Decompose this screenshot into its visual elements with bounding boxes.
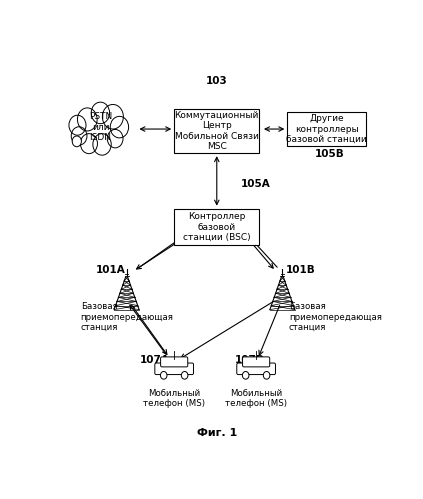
Text: Фиг. 1: Фиг. 1 xyxy=(197,428,237,438)
Circle shape xyxy=(69,115,86,135)
Circle shape xyxy=(107,129,123,148)
FancyBboxPatch shape xyxy=(155,363,193,375)
FancyBboxPatch shape xyxy=(174,209,259,246)
Text: Коммутационный
Центр
Мобильной Связи
MSC: Коммутационный Центр Мобильной Связи MSC xyxy=(175,111,259,151)
FancyBboxPatch shape xyxy=(174,109,259,153)
FancyBboxPatch shape xyxy=(287,112,366,146)
Text: 105B: 105B xyxy=(315,149,345,159)
Circle shape xyxy=(102,104,124,129)
Circle shape xyxy=(91,102,110,124)
Text: Базовая
приемопередающая
станция: Базовая приемопередающая станция xyxy=(289,302,382,332)
Circle shape xyxy=(110,116,129,138)
Text: 105A: 105A xyxy=(241,179,271,189)
Text: PSTN
или
ISDN: PSTN или ISDN xyxy=(89,112,112,142)
Text: 103: 103 xyxy=(206,76,228,86)
Circle shape xyxy=(160,371,167,379)
Text: Другие
контроллеры
базовой станции: Другие контроллеры базовой станции xyxy=(286,114,367,144)
Text: 101A: 101A xyxy=(95,265,125,275)
Text: 107A: 107A xyxy=(140,355,170,365)
Circle shape xyxy=(77,108,97,131)
FancyBboxPatch shape xyxy=(161,357,188,367)
Circle shape xyxy=(263,371,270,379)
Text: Контроллер
базовой
станции (BSC): Контроллер базовой станции (BSC) xyxy=(183,212,250,242)
Text: Мобильный
телефон (MS): Мобильный телефон (MS) xyxy=(225,389,287,409)
FancyBboxPatch shape xyxy=(237,363,275,375)
Circle shape xyxy=(93,134,111,155)
FancyBboxPatch shape xyxy=(242,357,270,367)
Circle shape xyxy=(72,136,81,147)
Text: Базовая
приемопередающая
станция: Базовая приемопередающая станция xyxy=(81,302,173,332)
Text: 101B: 101B xyxy=(286,265,315,275)
Circle shape xyxy=(80,134,97,154)
Circle shape xyxy=(242,371,249,379)
Text: Мобильный
телефон (MS): Мобильный телефон (MS) xyxy=(143,389,205,409)
Circle shape xyxy=(71,127,87,145)
Text: 107B: 107B xyxy=(235,355,264,365)
Circle shape xyxy=(181,371,188,379)
